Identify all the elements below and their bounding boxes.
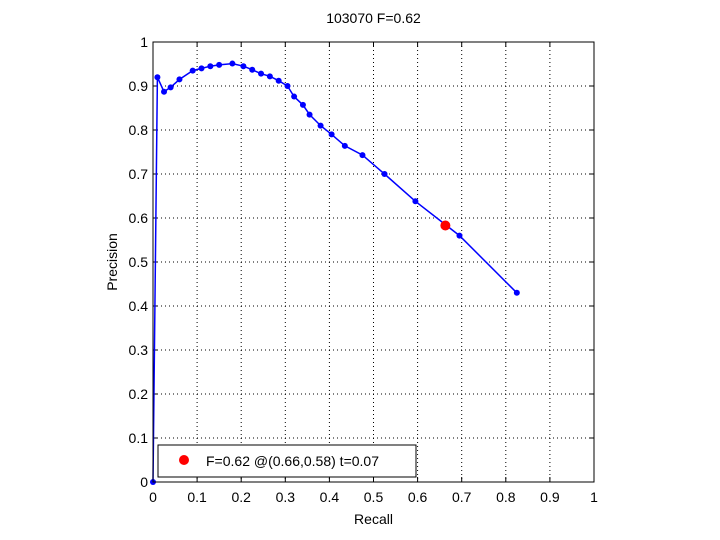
x-tick-label: 0.5 xyxy=(364,489,384,505)
y-tick-label: 0.9 xyxy=(129,78,149,94)
pr-curve-point xyxy=(306,111,313,118)
pr-curve-point xyxy=(275,77,282,84)
pr-curve-point xyxy=(161,88,168,95)
pr-curve-point xyxy=(176,76,183,83)
x-tick-labels: 0 0.1 0.2 0.3 0.4 0.5 0.6 0.7 0.8 0.9 1 xyxy=(149,489,598,505)
x-tick-label: 1 xyxy=(590,489,598,505)
pr-curve-point xyxy=(341,142,348,149)
pr-curve-point xyxy=(299,101,306,108)
x-tick-label: 0.6 xyxy=(408,489,428,505)
y-tick-label: 0.2 xyxy=(129,386,149,402)
legend-label: F=0.62 @(0.66,0.58) t=0.07 xyxy=(206,453,379,469)
x-tick-label: 0.9 xyxy=(540,489,560,505)
y-axis-label: Precision xyxy=(104,233,120,291)
grid xyxy=(153,42,594,482)
pr-curve-point xyxy=(216,61,223,68)
legend-box xyxy=(157,444,417,478)
pr-curve-point xyxy=(284,83,291,89)
y-tick-label: 0.8 xyxy=(129,122,149,138)
y-tick-label: 0.1 xyxy=(129,430,149,446)
pr-curve-point xyxy=(359,152,366,159)
x-tick-label: 0 xyxy=(149,489,157,505)
pr-curve-point xyxy=(258,70,265,77)
y-tick-label: 0.3 xyxy=(129,342,149,358)
pr-curve-point xyxy=(198,65,205,72)
pr-curve-point xyxy=(189,67,196,74)
pr-curve-point xyxy=(317,122,324,129)
x-tick-label: 0.1 xyxy=(187,489,207,505)
pr-curve-point xyxy=(249,66,256,73)
y-tick-label: 0.6 xyxy=(129,210,149,226)
legend-marker xyxy=(179,455,189,465)
pr-curve-point xyxy=(291,93,298,100)
x-tick-label: 0.8 xyxy=(496,489,516,505)
pr-series xyxy=(150,60,520,485)
y-tick-label: 0.5 xyxy=(129,254,149,270)
x-tick-label: 0.7 xyxy=(452,489,472,505)
pr-curve-point xyxy=(229,60,236,67)
pr-curve-point xyxy=(207,63,214,70)
x-tick-label: 0.3 xyxy=(276,489,296,505)
plot-frame xyxy=(152,41,595,483)
best-f-point xyxy=(440,220,451,231)
pr-curve-point xyxy=(154,74,161,81)
y-tick-label: 0.4 xyxy=(129,298,149,314)
chart-title: 103070 F=0.62 xyxy=(326,10,421,26)
pr-curve-point xyxy=(167,84,174,91)
pr-curve-point xyxy=(412,198,419,205)
x-tick-label: 0.2 xyxy=(231,489,251,505)
y-tick-label: 0 xyxy=(140,474,148,490)
pr-curve-point xyxy=(456,232,463,239)
pr-curve-point xyxy=(381,171,388,177)
pr-curve-point xyxy=(240,63,247,70)
pr-curve-point xyxy=(266,73,273,80)
x-tick-label: 0.4 xyxy=(320,489,340,505)
y-tick-labels: 0 0.1 0.2 0.3 0.4 0.5 0.6 0.7 0.8 0.9 1 xyxy=(129,34,149,490)
legend: F=0.62 @(0.66,0.58) t=0.07 xyxy=(157,444,417,478)
y-tick-label: 1 xyxy=(140,34,148,50)
pr-curve-point xyxy=(328,131,335,138)
y-tick-label: 0.7 xyxy=(129,166,149,182)
pr-curve-point xyxy=(513,289,520,296)
x-axis-label: Recall xyxy=(354,511,393,527)
